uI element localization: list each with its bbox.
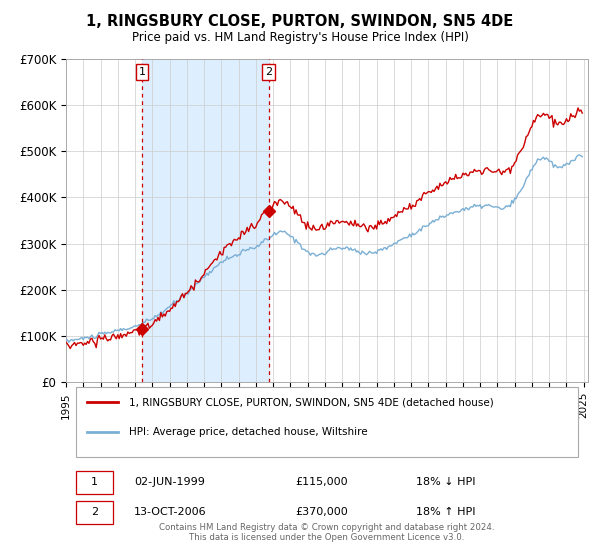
Text: HPI: Average price, detached house, Wiltshire: HPI: Average price, detached house, Wilt… — [128, 427, 367, 437]
Text: 18% ↓ HPI: 18% ↓ HPI — [416, 477, 475, 487]
Text: 2: 2 — [265, 67, 272, 77]
Text: 13-OCT-2006: 13-OCT-2006 — [134, 507, 206, 517]
Text: 2: 2 — [91, 507, 98, 517]
Text: 1: 1 — [139, 67, 146, 77]
FancyBboxPatch shape — [76, 470, 113, 494]
FancyBboxPatch shape — [76, 501, 113, 524]
Bar — [142, 59, 269, 382]
Text: Contains HM Land Registry data © Crown copyright and database right 2024.
This d: Contains HM Land Registry data © Crown c… — [159, 522, 495, 542]
Text: 1: 1 — [91, 477, 98, 487]
Text: Price paid vs. HM Land Registry's House Price Index (HPI): Price paid vs. HM Land Registry's House … — [131, 31, 469, 44]
Text: 18% ↑ HPI: 18% ↑ HPI — [416, 507, 475, 517]
Text: £370,000: £370,000 — [296, 507, 349, 517]
Text: 1, RINGSBURY CLOSE, PURTON, SWINDON, SN5 4DE (detached house): 1, RINGSBURY CLOSE, PURTON, SWINDON, SN5… — [128, 398, 493, 407]
FancyBboxPatch shape — [76, 388, 578, 458]
Text: 1, RINGSBURY CLOSE, PURTON, SWINDON, SN5 4DE: 1, RINGSBURY CLOSE, PURTON, SWINDON, SN5… — [86, 14, 514, 29]
Text: £115,000: £115,000 — [296, 477, 349, 487]
Text: 02-JUN-1999: 02-JUN-1999 — [134, 477, 205, 487]
